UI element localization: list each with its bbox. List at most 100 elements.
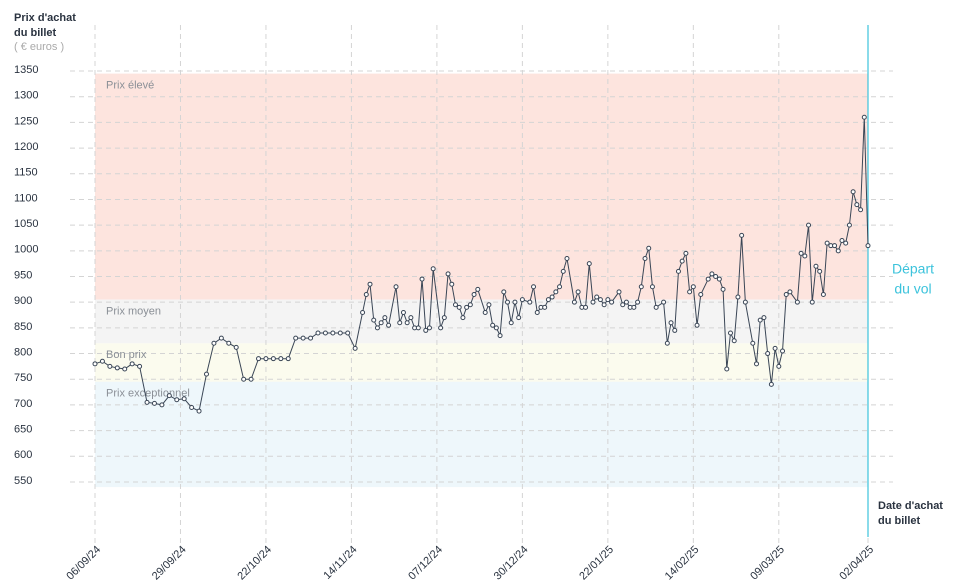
price-point: [233, 344, 239, 350]
price-point: [739, 232, 745, 238]
band-label: Prix élevé: [106, 80, 154, 92]
price-point: [330, 330, 336, 336]
price-point: [631, 304, 637, 310]
price-point: [181, 396, 187, 402]
price-point: [445, 271, 451, 277]
price-point: [802, 253, 808, 259]
price-point: [638, 284, 644, 290]
price-point: [415, 325, 421, 331]
price-point: [575, 289, 581, 295]
price-point: [419, 276, 425, 282]
price-point: [505, 299, 511, 305]
price-point: [683, 250, 689, 256]
departure-label: Départ: [892, 261, 934, 277]
price-point: [783, 291, 789, 297]
price-point: [456, 304, 462, 310]
price-point: [241, 376, 247, 382]
band-label: Prix moyen: [106, 306, 161, 318]
x-axis-label: du billet: [878, 515, 921, 527]
price-point: [649, 284, 655, 290]
price-point: [854, 202, 860, 208]
price-point: [820, 291, 826, 297]
x-tick-label: 09/03/25: [748, 544, 787, 583]
price-point: [661, 299, 667, 305]
price-point: [694, 322, 700, 328]
price-point: [270, 356, 276, 362]
price-point: [196, 408, 202, 414]
price-point: [542, 304, 548, 310]
price-point: [527, 299, 533, 305]
price-point: [794, 299, 800, 305]
x-tick-label: 22/10/24: [235, 544, 274, 583]
price-point: [471, 291, 477, 297]
price-point: [278, 356, 284, 362]
price-point: [475, 286, 481, 292]
price-point: [727, 330, 733, 336]
y-tick-label: 1200: [14, 141, 38, 153]
y-tick-label: 1050: [14, 218, 38, 230]
price-point: [501, 289, 507, 295]
y-axis-label: Prix d'achat: [14, 12, 76, 24]
price-point: [519, 297, 525, 303]
price-point: [218, 335, 224, 341]
price-point: [813, 263, 819, 269]
price-point: [846, 222, 852, 228]
y-tick-label: 1100: [14, 192, 38, 204]
y-axis-label: du billet: [14, 27, 57, 39]
price-point: [449, 281, 455, 287]
y-tick-label: 950: [14, 269, 32, 281]
price-point: [772, 345, 778, 351]
price-point: [549, 294, 555, 300]
price-point: [616, 289, 622, 295]
price-point: [780, 348, 786, 354]
y-tick-label: 1300: [14, 90, 38, 102]
y-tick-label: 700: [14, 398, 32, 410]
x-tick-label: 07/12/24: [406, 544, 445, 583]
price-point: [817, 268, 823, 274]
price-point: [166, 393, 172, 399]
price-point: [467, 302, 473, 308]
price-point: [345, 330, 351, 336]
price-point: [129, 361, 135, 367]
price-point: [308, 335, 314, 341]
x-tick-label: 02/04/25: [837, 544, 876, 583]
y-tick-label: 650: [14, 424, 32, 436]
price-point: [322, 330, 328, 336]
price-point: [672, 327, 678, 333]
price-point: [583, 304, 589, 310]
price-point: [452, 302, 458, 308]
price-point: [709, 271, 715, 277]
y-tick-label: 850: [14, 321, 32, 333]
price-point: [724, 366, 730, 372]
price-point: [560, 268, 566, 274]
price-point: [438, 325, 444, 331]
price-point: [605, 297, 611, 303]
price-point: [293, 335, 299, 341]
price-point: [159, 402, 165, 408]
price-point: [374, 325, 380, 331]
price-point: [545, 297, 551, 303]
price-point: [441, 315, 447, 321]
price-point: [516, 315, 522, 321]
price-point: [623, 299, 629, 305]
y-tick-label: 800: [14, 346, 32, 358]
price-point: [861, 114, 867, 120]
price-point: [378, 320, 384, 326]
band-label: Bon prix: [106, 349, 147, 361]
x-axis-label: Date d'achat: [878, 500, 943, 512]
y-tick-label: 600: [14, 449, 32, 461]
price-point: [586, 261, 592, 267]
x-tick-label: 06/09/24: [64, 544, 103, 583]
x-tick-label: 29/09/24: [150, 544, 189, 583]
x-tick-label: 22/01/25: [577, 544, 616, 583]
price-point: [832, 243, 838, 249]
price-point: [761, 315, 767, 321]
price-point: [806, 222, 812, 228]
price-point: [553, 289, 559, 295]
price-point: [371, 317, 377, 323]
price-point: [754, 361, 760, 367]
price-point: [557, 284, 563, 290]
x-tick-label: 14/02/25: [663, 544, 702, 583]
price-point: [534, 309, 540, 315]
y-axis-unit: ( € euros ): [14, 41, 64, 53]
